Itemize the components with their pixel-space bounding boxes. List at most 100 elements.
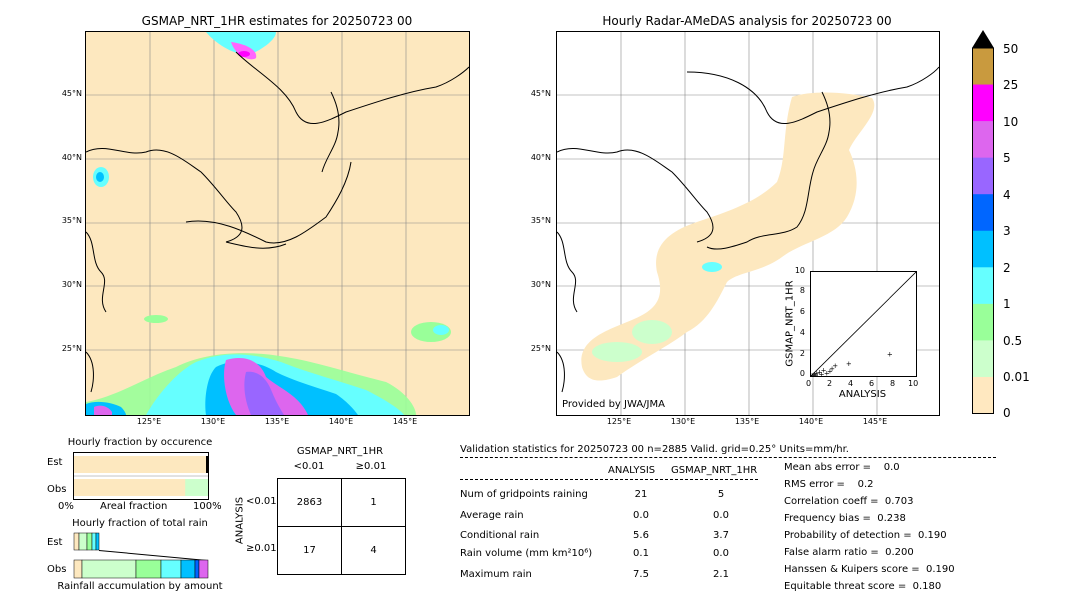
colorbar-label-3: 3 [1003, 224, 1011, 238]
colorbar-label-1: 1 [1003, 297, 1011, 311]
validation-row-gsmap: 3.7 [713, 530, 729, 541]
contingency-cell: 2863 [277, 478, 342, 527]
contingency-cell: 17 [277, 526, 342, 575]
contingency-table: 2863 1 17 4 [277, 478, 406, 575]
score-far: False alarm ratio = 0.200 [784, 547, 914, 558]
right-lon-135: 135°E [734, 417, 760, 426]
right-lon-145: 145°E [862, 417, 888, 426]
score-rmse: RMS error = 0.2 [784, 479, 874, 490]
colorbar-label-50: 50 [1003, 42, 1019, 56]
scatter-point: + [813, 369, 819, 376]
right-lon-125: 125°E [606, 417, 632, 426]
colorbar-segment [972, 303, 994, 341]
occurrence-chart [73, 452, 209, 500]
right-lat-25: 25°N [530, 344, 551, 353]
contingency-col2: ≥0.01 [355, 461, 387, 472]
occurrence-axis-mid: Areal fraction [100, 501, 168, 512]
scatter-point: + [821, 366, 827, 374]
score-hk: Hanssen & Kuipers score = 0.190 [784, 564, 955, 575]
scatter-point: + [832, 362, 838, 370]
colorbar-segment [972, 84, 994, 122]
validation-dash-line [460, 457, 996, 458]
contingency-col1: <0.01 [293, 461, 325, 472]
validation-col-analysis: ANALYSIS [608, 465, 656, 476]
occurrence-obs-bar [74, 479, 208, 496]
scatter-xlabel: ANALYSIS [838, 389, 887, 400]
validation-row-analysis: 0.1 [633, 548, 649, 559]
scatter-ytick-6: 6 [799, 307, 805, 316]
total-rain-est-label: Est [47, 537, 63, 548]
scatter-point: + [887, 351, 893, 359]
validation-row-label: Rain volume (mm km²10⁶) [460, 548, 593, 559]
occurrence-svg [74, 456, 208, 496]
radar-credit: Provided by JWA/JMA [562, 399, 665, 410]
scatter-point: + [827, 367, 833, 375]
scatter-point: + [819, 370, 825, 376]
score-mae: Mean abs error = 0.0 [784, 462, 900, 473]
left-lat-25: 25°N [61, 344, 82, 353]
total-rain-obs-label: Obs [47, 564, 67, 575]
left-map [85, 31, 470, 416]
occurrence-obs-label: Obs [47, 484, 67, 495]
coastline [557, 66, 939, 393]
validation-header-rule [460, 479, 758, 480]
colorbar-label-2: 2 [1003, 261, 1011, 275]
left-lat-45: 45°N [61, 89, 82, 98]
occurrence-title: Hourly fraction by occurence [67, 437, 213, 448]
contingency-row2: ≥0.01 [246, 543, 277, 554]
right-lon-130: 130°E [670, 417, 696, 426]
scatter-point: + [811, 370, 817, 376]
colorbar-segment [972, 230, 994, 268]
validation-row-analysis: 5.6 [633, 530, 649, 541]
right-lon-140: 140°E [798, 417, 824, 426]
score-freq-bias: Frequency bias = 0.238 [784, 513, 906, 524]
scatter-xtick-10: 10 [908, 379, 919, 388]
colorbar-segment [972, 157, 994, 195]
colorbar-label-0: 0 [1003, 406, 1011, 420]
left-map-svg [86, 32, 469, 415]
scatter-ytick-8: 8 [799, 286, 805, 295]
score-pod: Probability of detection = 0.190 [784, 530, 947, 541]
validation-row-analysis: 0.0 [633, 510, 649, 521]
validation-row-gsmap: 0.0 [713, 548, 729, 559]
colorbar-segment [972, 267, 994, 305]
right-lat-45: 45°N [530, 89, 551, 98]
scatter-point: + [816, 368, 822, 376]
colorbar-label-10: 10 [1003, 115, 1019, 129]
occurrence-obs-fill [185, 479, 208, 496]
left-lat-30: 30°N [61, 280, 82, 289]
validation-row-analysis: 7.5 [633, 569, 649, 580]
colorbar-label-0.5: 0.5 [1003, 334, 1023, 348]
right-map-title: Hourly Radar-AMeDAS analysis for 2025072… [602, 14, 892, 28]
validation-row-gsmap: 5 [717, 489, 725, 500]
colorbar-label-25: 25 [1003, 78, 1019, 92]
left-lat-40: 40°N [61, 153, 82, 162]
colorbar-label-5: 5 [1003, 151, 1011, 165]
total-rain-footer: Rainfall accumulation by amount [57, 581, 223, 592]
scatter-point: + [846, 360, 852, 368]
scatter-ytick-4: 4 [799, 328, 805, 337]
colorbar-label-0.01: 0.01 [1003, 370, 1030, 384]
colorbar-segment [972, 48, 994, 86]
contingency-title: GSMAP_NRT_1HR [296, 446, 384, 457]
validation-row-label: Maximum rain [460, 569, 532, 580]
validation-row-label: Average rain [460, 510, 524, 521]
validation-row-label: Conditional rain [460, 530, 540, 541]
validation-row-gsmap: 0.0 [713, 510, 729, 521]
rain-patches [86, 32, 451, 415]
left-lon-135: 135°E [264, 417, 290, 426]
total-rain-title: Hourly fraction of total rain [72, 518, 208, 529]
scatter-xtick-2: 2 [827, 379, 833, 388]
scatter-ytick-2: 2 [799, 349, 805, 358]
coastline [86, 51, 469, 393]
total-rain-obs-bar [73, 559, 209, 579]
scatter-inset: +++++++++++++++ [809, 271, 917, 381]
right-map: Provided by JWA/JMA [556, 31, 940, 416]
scatter-plot: +++++++++++++++ [809, 271, 917, 381]
scatter-xtick-8: 8 [890, 379, 896, 388]
colorbar [972, 30, 994, 414]
colorbar-label-4: 4 [1003, 188, 1011, 202]
contingency-cell: 4 [341, 526, 406, 575]
radar-coverage [581, 92, 875, 381]
scatter-ylabel: GSMAP_NRT_1HR [784, 280, 796, 367]
